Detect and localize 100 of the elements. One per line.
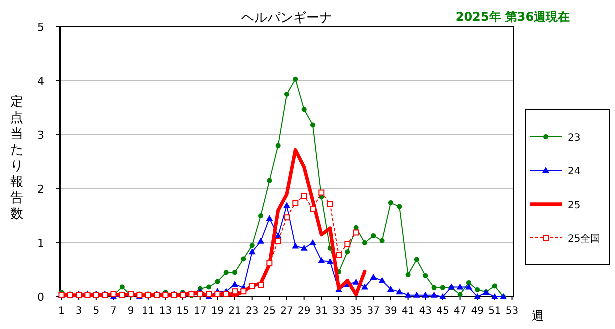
point [250,243,255,248]
y-tick-label: 2 [38,183,44,196]
point [491,294,498,300]
point [266,260,273,267]
point [318,190,325,196]
legend-label: 25 [568,200,581,212]
point [344,241,351,248]
point [465,284,472,290]
point [249,283,256,290]
legend-label: 24 [568,166,581,178]
x-tick-label: 47 [454,306,467,317]
y-tick-label: 1 [38,237,44,250]
point [197,291,204,298]
chart-subtitle: 2025年 第36週現在 [456,10,570,24]
x-tick-label: 5 [93,306,100,317]
x-tick-label: 29 [298,306,311,317]
point [387,286,394,292]
point [458,292,463,298]
point [466,280,472,286]
x-tick-label: 1 [58,306,65,317]
point [214,291,221,298]
x-tick-label: 25 [263,306,276,317]
point [404,292,412,298]
x-tick-label: 31 [315,306,328,317]
x-tick-label: 39 [384,306,398,317]
point [206,284,212,290]
x-tick-label: 19 [211,306,224,317]
point [232,281,239,288]
point [361,284,368,290]
x-tick-label: 43 [419,306,432,317]
point [274,232,282,238]
point [326,258,334,264]
point [353,230,360,236]
x-tick-label: 15 [176,306,190,317]
x-tick-label: 17 [194,306,207,317]
point [276,143,281,148]
y-tick-label: 4 [38,75,44,88]
point [396,288,404,295]
point [336,252,342,258]
point [284,214,290,221]
point [292,242,300,249]
y-tick-label: 5 [38,21,44,34]
legend-label: 25全国 [568,233,601,246]
point [302,107,307,112]
point [258,214,264,218]
x-tick-label: 3 [76,306,82,317]
x-tick-label: 33 [332,306,346,317]
x-tick-label: 21 [228,306,242,317]
point [223,291,230,298]
point [362,240,368,246]
point [266,215,274,222]
point [430,292,438,298]
point [206,291,212,298]
y-tick-label: 0 [38,291,44,304]
x-tick-label: 9 [128,306,134,317]
point [215,279,220,284]
chart-title: ヘルパンギーナ [242,11,332,26]
point [345,250,350,255]
point [309,240,316,246]
point [241,256,246,262]
point [292,200,299,206]
point [371,233,376,238]
point [310,122,316,128]
point [120,284,125,290]
point [440,285,446,290]
x-tick-label: 11 [142,306,155,317]
point [284,92,290,97]
point [293,76,298,82]
x-tick-label: 27 [280,306,294,317]
point [300,244,308,251]
point [422,292,430,298]
point [224,270,229,276]
point [240,288,247,295]
x-tick-label: 23 [246,306,259,317]
legend-label: 23 [568,132,581,144]
point [388,200,394,206]
point [232,270,238,276]
point [352,278,360,285]
x-axis-title: 週 [532,309,544,323]
x-tick-label: 35 [350,306,363,317]
point [414,257,420,262]
point [318,257,326,264]
point [474,294,482,300]
point [439,294,446,300]
x-tick-label: 45 [436,306,450,317]
y-tick-label: 3 [38,129,44,142]
point [327,201,334,208]
point [284,202,290,208]
x-tick-label: 13 [159,306,172,317]
point [475,287,480,292]
x-tick-label: 49 [471,306,484,317]
point [413,292,420,298]
x-tick-label: 41 [402,306,415,317]
point [258,238,265,244]
y-axis-title: 定点当たり報告数 [10,95,24,222]
x-tick-label: 53 [506,306,519,317]
point [432,285,437,290]
point [378,277,386,284]
point [370,274,378,280]
point [267,178,272,184]
